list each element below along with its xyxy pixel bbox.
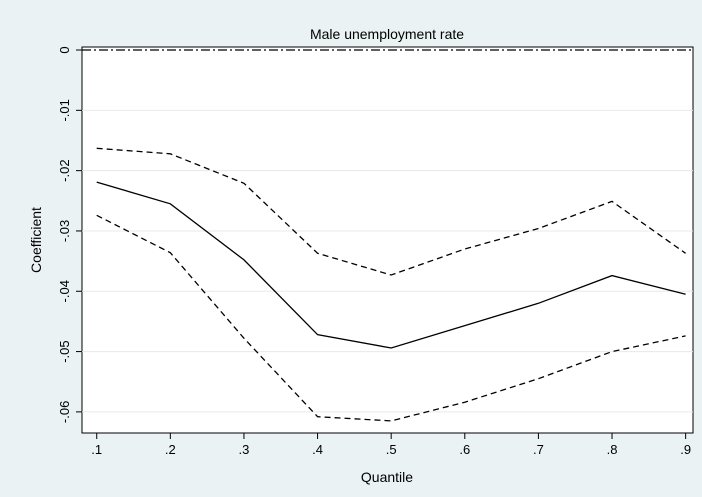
x-tick-label: .9 xyxy=(680,442,691,457)
chart-title: Male unemployment rate xyxy=(310,26,464,42)
plot-area xyxy=(81,46,694,434)
x-tick-label: .7 xyxy=(533,442,544,457)
series-group xyxy=(96,147,686,422)
y-axis: 0 -.01 -.02 -.03 -.04 -.05 -.06 xyxy=(57,46,82,423)
y-tick-label: -.05 xyxy=(57,340,72,362)
x-axis-label: Quantile xyxy=(361,469,413,485)
y-axis-label: Coefficient xyxy=(28,207,44,273)
x-tick-label: .4 xyxy=(312,442,323,457)
y-tick-label: -.06 xyxy=(57,401,72,423)
x-tick-label: .8 xyxy=(607,442,618,457)
y-tick-label: -.01 xyxy=(57,99,72,121)
upper-bound-line xyxy=(96,147,686,276)
y-tick-label: -.04 xyxy=(57,280,72,302)
x-tick-label: .5 xyxy=(386,442,397,457)
x-axis: .1 .2 .3 .4 .5 .6 .7 .8 .9 xyxy=(91,433,691,457)
y-tick-label: -.03 xyxy=(57,220,72,242)
x-tick-label: .6 xyxy=(459,442,470,457)
x-tick-label: .1 xyxy=(91,442,102,457)
x-tick-label: .2 xyxy=(165,442,176,457)
y-tick-label: -.02 xyxy=(57,159,72,181)
y-tick-label: 0 xyxy=(57,46,72,53)
x-tick-label: .3 xyxy=(239,442,250,457)
grid-lines xyxy=(82,109,693,413)
estimate-line xyxy=(96,181,686,349)
lower-bound-line xyxy=(96,214,686,422)
